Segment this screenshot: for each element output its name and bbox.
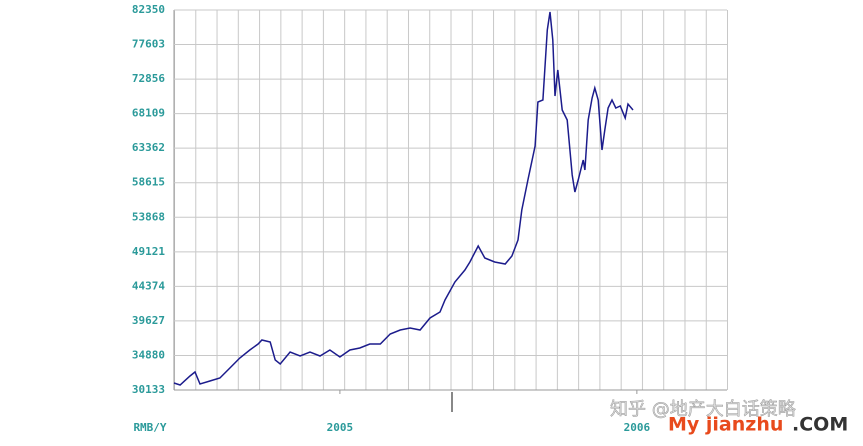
watermark-domain: .COM bbox=[792, 414, 848, 436]
y-tick-label: 30133 bbox=[132, 383, 165, 396]
y-tick-label: 34880 bbox=[132, 348, 165, 361]
y-tick-label: 72856 bbox=[132, 72, 165, 85]
y-tick-label: 77603 bbox=[132, 38, 165, 51]
watermark-site: My jianzhu bbox=[668, 414, 783, 436]
y-tick-label: 58615 bbox=[132, 176, 165, 189]
vertical-grid bbox=[174, 10, 728, 390]
y-tick-label: 63362 bbox=[132, 141, 165, 154]
x-tick-label: 2005 bbox=[327, 421, 354, 434]
y-axis-unit: RMB/Y bbox=[133, 421, 166, 434]
y-tick-label: 49121 bbox=[132, 245, 165, 258]
y-tick-label: 53868 bbox=[132, 210, 165, 223]
y-tick-label: 68109 bbox=[132, 107, 165, 120]
y-tick-label: 82350 bbox=[132, 3, 165, 16]
price-line bbox=[173, 11, 634, 386]
y-tick-label: 39627 bbox=[132, 314, 165, 327]
x-tick-label: 2006 bbox=[624, 421, 651, 434]
watermark: 知乎 @地产大白话策略 bbox=[610, 399, 796, 420]
y-tick-label: 44374 bbox=[132, 279, 165, 292]
